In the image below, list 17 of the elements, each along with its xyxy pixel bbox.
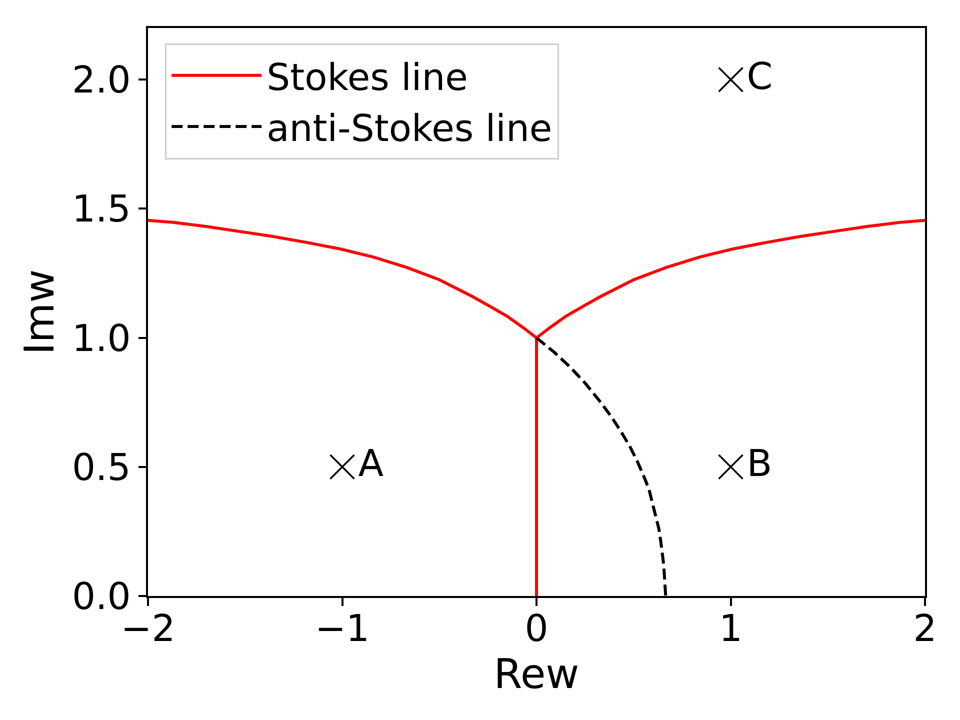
y-tick-label: 2.0 [72, 58, 131, 102]
legend-label: Stokes line [266, 56, 468, 99]
series-label: C [746, 54, 773, 98]
legend-label: anti-Stokes line [266, 106, 552, 150]
series-label: A [358, 442, 384, 486]
x-tick-label: 1 [718, 607, 743, 650]
y-tick-label: 1.5 [72, 188, 131, 231]
x-tick-label: −1 [314, 607, 370, 650]
x-tick-label: 0 [524, 607, 548, 650]
y-tick-label: 0.0 [72, 574, 131, 618]
y-tick-label: 1.0 [72, 316, 131, 360]
line-series [148, 218, 925, 596]
y-tick-label: 0.5 [72, 446, 131, 489]
series-label: B [746, 442, 772, 486]
x-tick-label: 2 [913, 607, 937, 650]
y-axis-title: Imw [16, 269, 64, 355]
x-axis-title: Rew [494, 650, 580, 698]
